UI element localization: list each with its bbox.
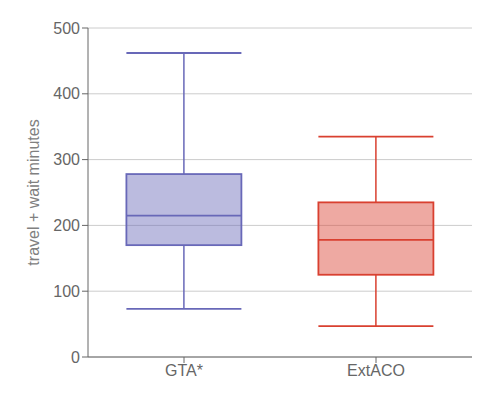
svg-text:200: 200: [53, 217, 80, 234]
svg-text:travel + wait minutes: travel + wait minutes: [25, 119, 42, 265]
svg-text:GTA*: GTA*: [165, 362, 203, 379]
svg-text:500: 500: [53, 20, 80, 37]
svg-text:400: 400: [53, 85, 80, 102]
svg-text:100: 100: [53, 283, 80, 300]
svg-text:ExtACO: ExtACO: [347, 362, 405, 379]
svg-text:0: 0: [71, 349, 80, 366]
svg-text:300: 300: [53, 151, 80, 168]
